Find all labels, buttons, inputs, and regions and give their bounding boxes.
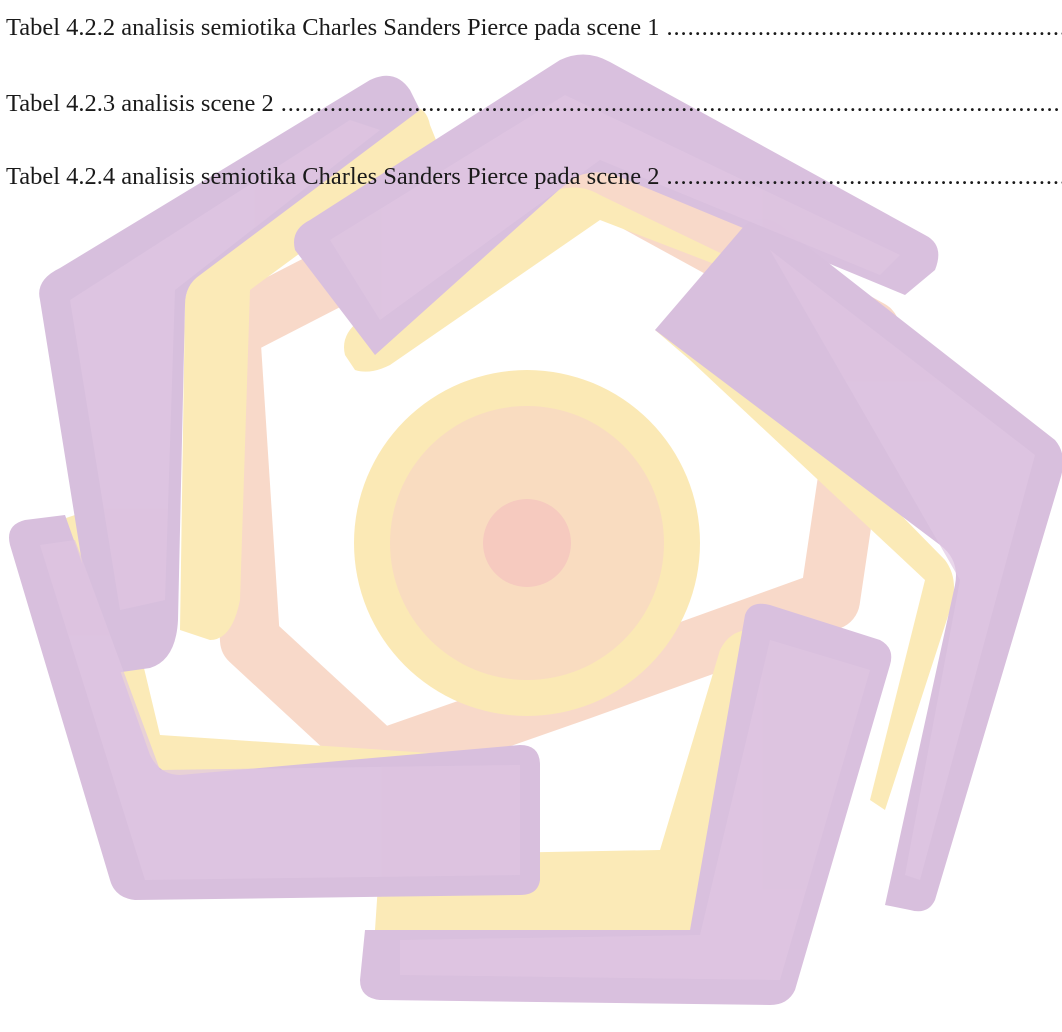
toc-entry-label: Tabel 4.2.3 analisis scene 2: [6, 90, 274, 117]
toc-entry-label: Tabel 4.2.2 analisis semiotika Charles S…: [6, 14, 660, 41]
toc-entry-label: Tabel 4.2.4 analisis semiotika Charles S…: [6, 163, 660, 190]
toc-dot-leader: [274, 87, 1062, 121]
toc-entry: Tabel 4.2.3 analisis scene 2: [6, 87, 1062, 121]
toc-entry: Tabel 4.2.4 analisis semiotika Charles S…: [6, 160, 1062, 194]
watermark-circle-inner-icon: [483, 499, 571, 587]
toc-dot-leader: [659, 11, 1062, 45]
toc-entry: Tabel 4.2.2 analisis semiotika Charles S…: [6, 11, 1062, 45]
toc-dot-leader: [659, 160, 1062, 194]
